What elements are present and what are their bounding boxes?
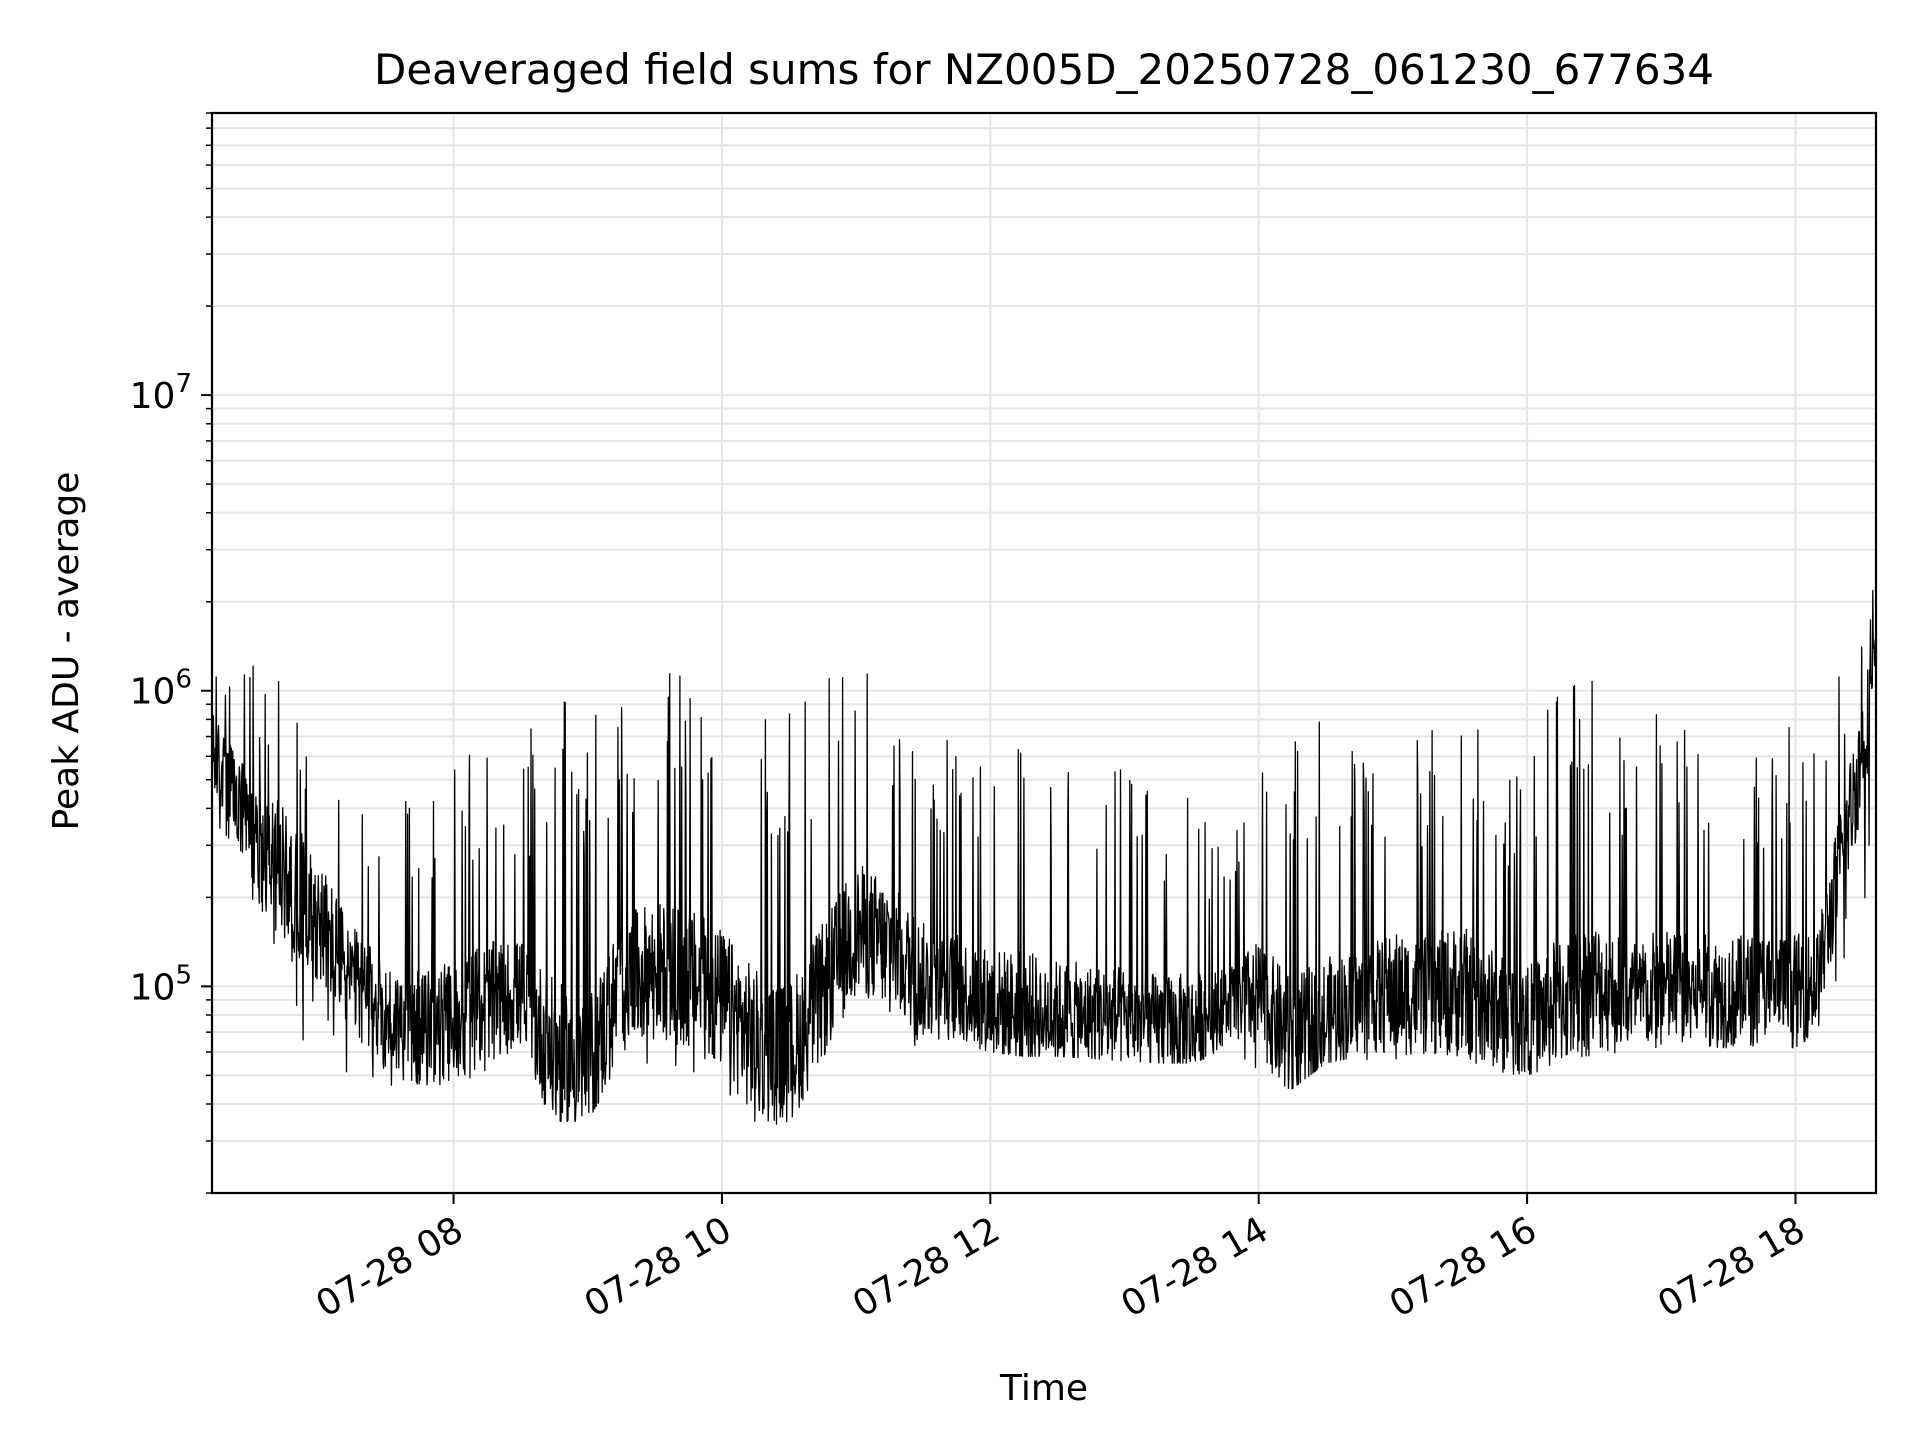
plot-frame bbox=[210, 111, 1878, 1195]
x-axis-label: Time bbox=[999, 1368, 1088, 1409]
y-tick-label: 107 bbox=[130, 369, 192, 417]
series-layer bbox=[211, 589, 1877, 1125]
y-tick-label: 105 bbox=[130, 960, 192, 1008]
chart-title: Deaveraged field sums for NZ005D_2025072… bbox=[374, 45, 1714, 94]
y-tick-label: 106 bbox=[130, 665, 192, 713]
series-line bbox=[211, 589, 1877, 1125]
y-axis-label: Peak ADU - average bbox=[46, 472, 87, 831]
